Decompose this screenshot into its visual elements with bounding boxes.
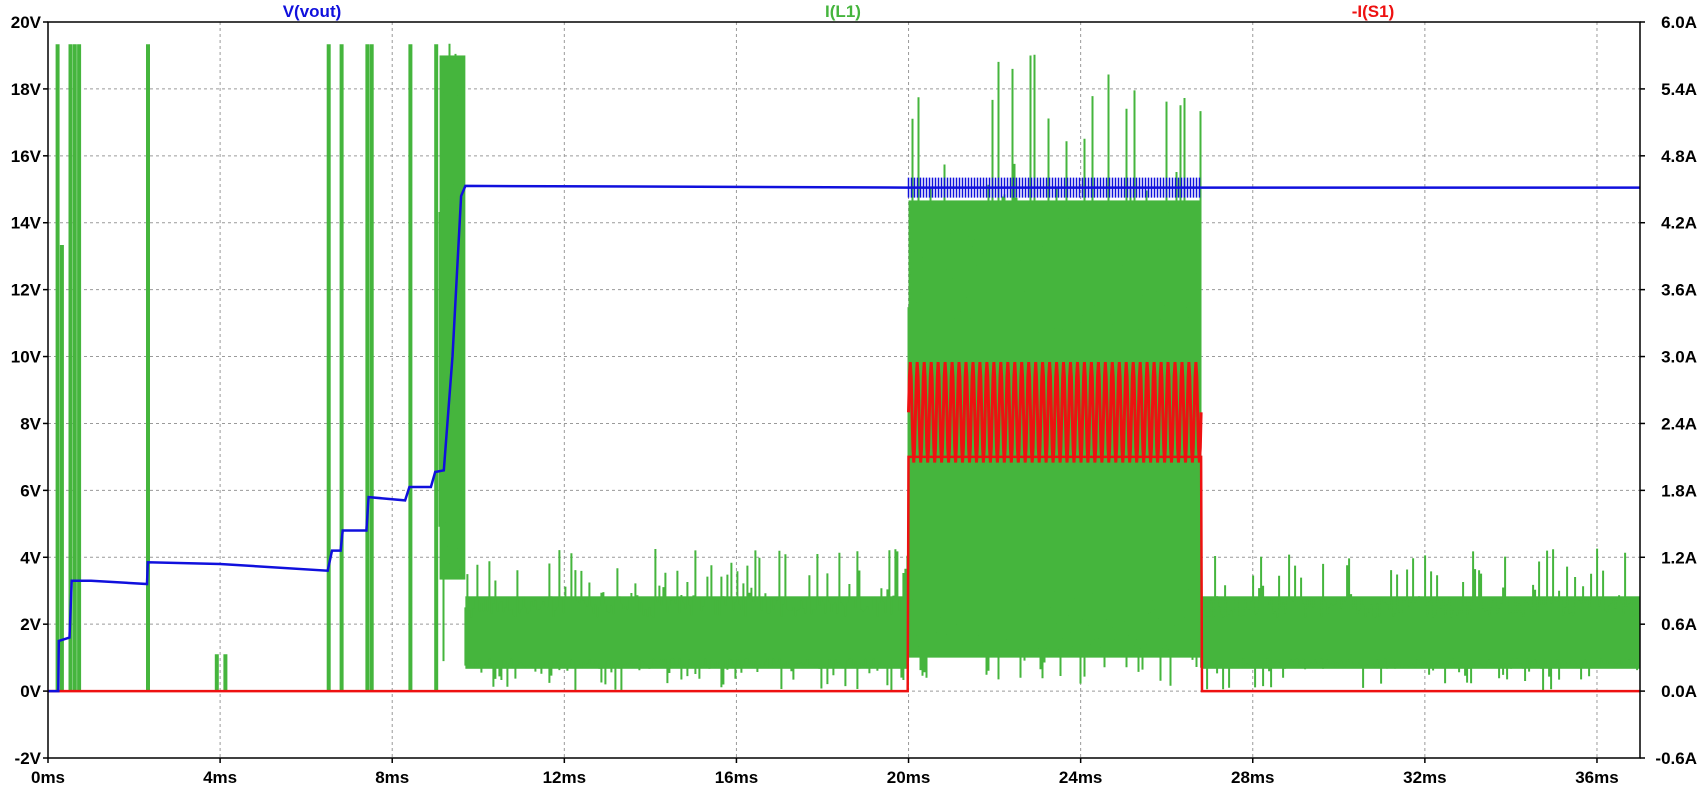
right-tick-label: -0.6A	[1655, 749, 1697, 768]
right-tick-label: 6.0A	[1661, 13, 1697, 32]
x-tick-label: 12ms	[543, 768, 586, 787]
left-tick-label: -2V	[15, 749, 42, 768]
v-vout-ripple	[907, 177, 1201, 198]
right-tick-label: 3.6A	[1661, 281, 1697, 300]
left-tick-label: 6V	[20, 481, 41, 500]
right-tick-label: 5.4A	[1661, 80, 1697, 99]
right-tick-label: 0.6A	[1661, 615, 1697, 634]
i-s1-oscillation	[907, 362, 1203, 463]
x-tick-label: 0ms	[31, 768, 65, 787]
left-tick-label: 0V	[20, 682, 41, 701]
x-tick-label: 8ms	[375, 768, 409, 787]
x-tick-label: 32ms	[1403, 768, 1446, 787]
legend-entry: -I(S1)	[1352, 2, 1395, 21]
right-tick-label: 4.2A	[1661, 214, 1697, 233]
plot-area	[48, 43, 1640, 693]
series-traces	[48, 43, 1640, 693]
left-tick-label: 18V	[11, 80, 42, 99]
plot-frame	[47, 21, 1641, 759]
x-axis-tick-labels: 0ms 4ms 8ms 12ms 16ms 20ms 24ms 28ms 32ms 36ms	[31, 758, 1619, 787]
right-tick-label: 2.4A	[1661, 414, 1697, 433]
left-tick-label: 4V	[20, 548, 41, 567]
right-tick-label: 0.0A	[1661, 682, 1697, 701]
left-tick-label: 14V	[11, 214, 42, 233]
i-l1-trace	[55, 43, 1640, 692]
x-tick-label: 36ms	[1575, 768, 1618, 787]
right-axis-tick-labels: -0.6A 0.0A 0.6A 1.2A 1.8A 2.4A 3.0A 3.6A 4.2A 4.8…	[1640, 13, 1697, 768]
left-tick-label: 10V	[11, 348, 42, 367]
left-tick-label: 2V	[20, 615, 41, 634]
legend-entry: I(L1)	[825, 2, 861, 21]
right-tick-label: 1.8A	[1661, 481, 1697, 500]
x-tick-label: 20ms	[887, 768, 930, 787]
right-tick-label: 3.0A	[1661, 348, 1697, 367]
x-tick-label: 4ms	[203, 768, 237, 787]
right-tick-label: 4.8A	[1661, 147, 1697, 166]
x-tick-label: 16ms	[715, 768, 758, 787]
left-tick-label: 16V	[11, 147, 42, 166]
left-axis-tick-labels: -2V 0V 2V 4V 6V 8V 10V 12V 14V 16V 18V 20V	[11, 13, 48, 768]
legend-entry: V(vout)	[283, 2, 342, 21]
legend: V(vout) I(L1) -I(S1)	[283, 2, 1395, 21]
left-tick-label: 8V	[20, 414, 41, 433]
v-vout-trace	[48, 184, 1640, 693]
x-tick-label: 28ms	[1231, 768, 1274, 787]
right-tick-label: 1.2A	[1661, 548, 1697, 567]
left-tick-label: 12V	[11, 281, 42, 300]
plot-border	[47, 21, 1641, 759]
x-tick-label: 24ms	[1059, 768, 1102, 787]
left-tick-label: 20V	[11, 13, 42, 32]
